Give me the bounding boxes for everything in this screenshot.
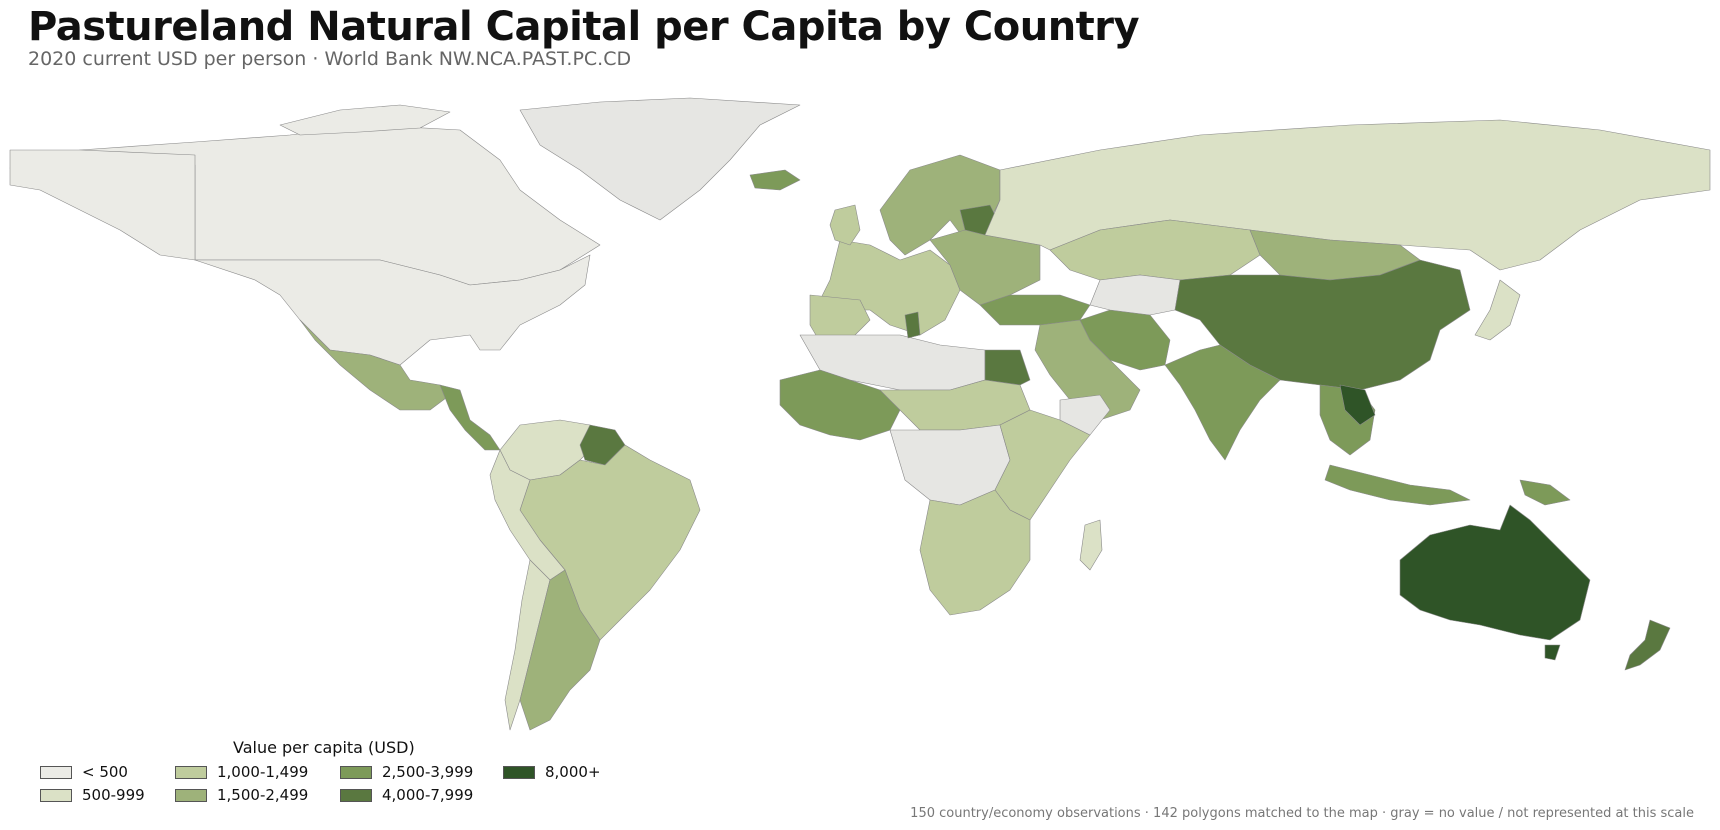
legend-item-lt500: < 500 — [40, 763, 128, 781]
legend-item-500-999: 500-999 — [40, 786, 145, 804]
legend-label: < 500 — [82, 763, 128, 781]
region-east-africa[interactable] — [994, 409, 1091, 521]
legend-swatch — [340, 788, 372, 802]
region-tunisia[interactable] — [904, 311, 921, 339]
legend-swatch — [503, 765, 535, 779]
legend-label: 2,500-3,999 — [382, 763, 474, 781]
map-legend: Value per capita (USD) < 500 500-999 1,0… — [40, 738, 620, 810]
region-iceland[interactable] — [749, 169, 801, 191]
legend-swatch — [175, 788, 207, 802]
region-argentina[interactable] — [519, 569, 601, 731]
region-greenland[interactable] — [519, 97, 801, 221]
region-papua-new-guinea[interactable] — [1519, 479, 1571, 506]
region-turkey[interactable] — [979, 294, 1091, 326]
map-footnote: 150 country/economy observations · 142 p… — [910, 806, 1694, 821]
region-egypt[interactable] — [984, 349, 1031, 386]
region-horn-of-africa[interactable] — [1059, 394, 1111, 436]
legend-swatch — [340, 765, 372, 779]
map-subtitle: 2020 current USD per person · World Bank… — [28, 48, 632, 70]
region-southern-africa[interactable] — [919, 489, 1031, 616]
region-russia[interactable] — [984, 119, 1711, 271]
region-central-asia[interactable] — [1089, 274, 1181, 316]
region-australia[interactable] — [1399, 504, 1591, 641]
region-alaska[interactable] — [9, 149, 196, 261]
legend-label: 4,000-7,999 — [382, 786, 474, 804]
legend-label: 1,500-2,499 — [217, 786, 309, 804]
legend-swatch — [175, 765, 207, 779]
map-title: Pastureland Natural Capital per Capita b… — [28, 4, 1140, 50]
legend-item-2500-3999: 2,500-3,999 — [340, 763, 473, 781]
legend-item-1000-1499: 1,000-1,499 — [175, 763, 308, 781]
legend-item-8000-plus: 8,000+ — [503, 763, 601, 781]
region-tasmania[interactable] — [1544, 644, 1561, 661]
region-central-america[interactable] — [439, 384, 501, 451]
region-india[interactable] — [1164, 344, 1281, 461]
region-japan[interactable] — [1474, 279, 1521, 341]
legend-swatch — [40, 788, 72, 802]
legend-item-1500-2499: 1,500-2,499 — [175, 786, 308, 804]
world-choropleth-map[interactable] — [0, 80, 1720, 760]
legend-label: 1,000-1,499 — [217, 763, 309, 781]
legend-item-4000-7999: 4,000-7,999 — [340, 786, 473, 804]
legend-swatch — [40, 765, 72, 779]
region-laos[interactable] — [1339, 384, 1376, 426]
region-madagascar[interactable] — [1079, 519, 1103, 571]
region-british-isles[interactable] — [829, 204, 861, 246]
region-new-zealand[interactable] — [1624, 619, 1671, 671]
region-arctic-islands[interactable] — [279, 104, 451, 136]
region-indonesia[interactable] — [1324, 464, 1471, 506]
legend-label: 500-999 — [82, 786, 145, 804]
region-eastern-europe[interactable] — [929, 229, 1041, 306]
legend-label: 8,000+ — [545, 763, 601, 781]
legend-title: Value per capita (USD) — [233, 738, 415, 757]
